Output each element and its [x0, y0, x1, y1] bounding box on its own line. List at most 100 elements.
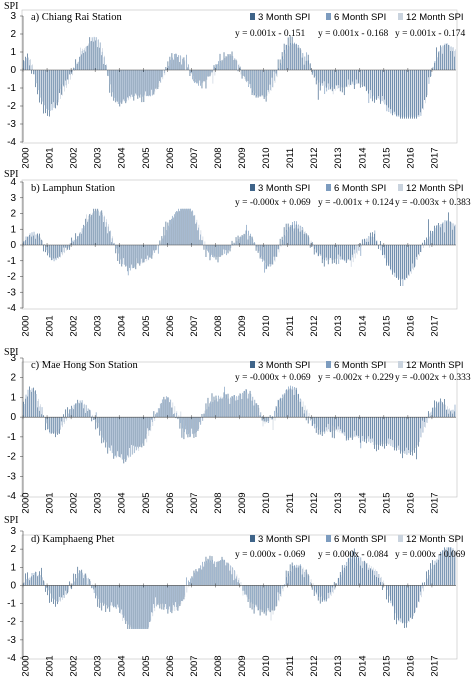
x-tick-label: 2011	[285, 316, 296, 336]
legend-swatch-1	[250, 361, 255, 368]
x-tick-label: 2014	[357, 655, 368, 676]
y-tick-label: 1	[10, 562, 16, 573]
x-tick-label: 2005	[141, 315, 152, 336]
y-axis-label: SPI	[4, 1, 18, 12]
y-tick-label: 3	[10, 353, 16, 364]
trend-equation-3: y = 0.001x - 0.174	[395, 29, 466, 39]
x-tick-label: 2004	[117, 492, 128, 513]
y-tick-label: -3	[7, 119, 16, 130]
y-tick-label: -4	[7, 653, 16, 664]
legend-label-3: 12 Month SPI	[406, 360, 464, 371]
y-tick-label: -3	[7, 471, 16, 482]
x-tick-label: 2015	[381, 655, 392, 676]
trend-equation-1: y = -0.000x + 0.069	[235, 198, 311, 208]
y-tick-label: -1	[7, 432, 16, 443]
x-tick-label: 2008	[213, 147, 224, 168]
x-tick-label: 2002	[69, 147, 80, 168]
legend-label-2: 6 Month SPI	[334, 12, 386, 23]
trend-equation-2: y = -0.002x + 0.229	[318, 373, 394, 383]
x-tick-label: 2011	[285, 148, 296, 168]
y-tick-label: 3	[10, 193, 16, 204]
x-tick-label: 2006	[165, 655, 176, 676]
x-tick-label: 2017	[429, 147, 440, 168]
x-tick-label: 2014	[357, 147, 368, 168]
x-tick-label: 2001	[45, 492, 56, 513]
x-tick-label: 2002	[69, 492, 80, 513]
x-tick-label: 2017	[429, 315, 440, 336]
y-tick-label: -2	[7, 617, 16, 628]
x-tick-label: 2012	[309, 492, 320, 513]
legend-label-1: 3 Month SPI	[258, 183, 310, 194]
x-tick-label: 2004	[117, 147, 128, 168]
legend-swatch-3	[398, 184, 403, 191]
x-tick-label: 2010	[261, 315, 272, 336]
y-tick-label: 0	[10, 412, 16, 423]
spi-bars	[23, 385, 456, 464]
y-tick-label: 1	[10, 47, 16, 58]
trend-equation-1: y = -0.000x + 0.069	[235, 373, 311, 383]
legend-swatch-2	[326, 535, 331, 542]
x-tick-label: 2003	[93, 147, 104, 168]
legend-label-1: 3 Month SPI	[258, 534, 310, 545]
x-tick-label: 2000	[21, 315, 32, 336]
x-tick-label: 2012	[309, 147, 320, 168]
y-tick-label: -1	[7, 256, 16, 267]
x-tick-label: 2001	[45, 147, 56, 168]
y-tick-label: -4	[7, 303, 16, 314]
y-tick-label: 2	[10, 29, 16, 40]
x-tick-label: 2007	[189, 147, 200, 168]
x-tick-label: 2015	[381, 315, 392, 336]
x-tick-label: 2001	[45, 315, 56, 336]
y-tick-label: 0	[10, 240, 16, 251]
legend-label-3: 12 Month SPI	[406, 183, 464, 194]
legend-label-1: 3 Month SPI	[258, 12, 310, 23]
x-tick-label: 2017	[429, 492, 440, 513]
spi-bars	[23, 208, 456, 286]
legend-label-3: 12 Month SPI	[406, 12, 464, 23]
x-tick-label: 2000	[21, 147, 32, 168]
x-tick-label: 2008	[213, 655, 224, 676]
x-tick-label: 2003	[93, 492, 104, 513]
legend-label-3: 12 Month SPI	[406, 534, 464, 545]
x-tick-label: 2007	[189, 655, 200, 676]
plot-frame	[21, 9, 458, 144]
legend-swatch-1	[250, 184, 255, 191]
trend-equation-2: y = 0.001x - 0.168	[318, 29, 389, 39]
y-axis-label: SPI	[4, 347, 18, 358]
x-tick-label: 2006	[165, 147, 176, 168]
x-tick-label: 2013	[333, 315, 344, 336]
x-tick-label: 2010	[261, 492, 272, 513]
chart-title: d) Kamphaeng Phet	[31, 534, 114, 545]
x-tick-label: 2005	[141, 147, 152, 168]
legend-label-2: 6 Month SPI	[334, 183, 386, 194]
trend-equation-3: y = -0.003x + 0.383	[395, 198, 471, 208]
x-tick-label: 2006	[165, 492, 176, 513]
y-tick-label: 1	[10, 392, 16, 403]
x-tick-label: 2001	[45, 655, 56, 676]
y-axis-label: SPI	[4, 169, 18, 180]
plot-frame	[21, 361, 458, 498]
y-tick-label: -1	[7, 599, 16, 610]
trend-equation-1: y = 0.000x - 0.069	[235, 550, 306, 560]
chart-title: a) Chiang Rai Station	[31, 12, 122, 23]
legend-swatch-3	[398, 535, 403, 542]
trend-equation-1: y = 0.001x - 0.151	[235, 29, 306, 39]
legend-label-2: 6 Month SPI	[334, 360, 386, 371]
y-tick-label: -2	[7, 101, 16, 112]
trend-equation-2: y = -0.001x + 0.124	[318, 198, 394, 208]
x-tick-label: 2007	[189, 492, 200, 513]
trend-equation-3: y = 0.000x - 0.069	[395, 550, 466, 560]
y-axis-label: SPI	[4, 515, 18, 526]
x-tick-label: 2011	[285, 656, 296, 676]
x-tick-label: 2000	[21, 655, 32, 676]
x-tick-label: 2004	[117, 655, 128, 676]
plot-frame	[21, 179, 458, 310]
x-tick-label: 2015	[381, 147, 392, 168]
y-tick-label: -4	[7, 137, 16, 148]
x-tick-label: 2009	[237, 492, 248, 513]
spi-bars	[23, 35, 456, 119]
x-tick-label: 2017	[429, 655, 440, 676]
